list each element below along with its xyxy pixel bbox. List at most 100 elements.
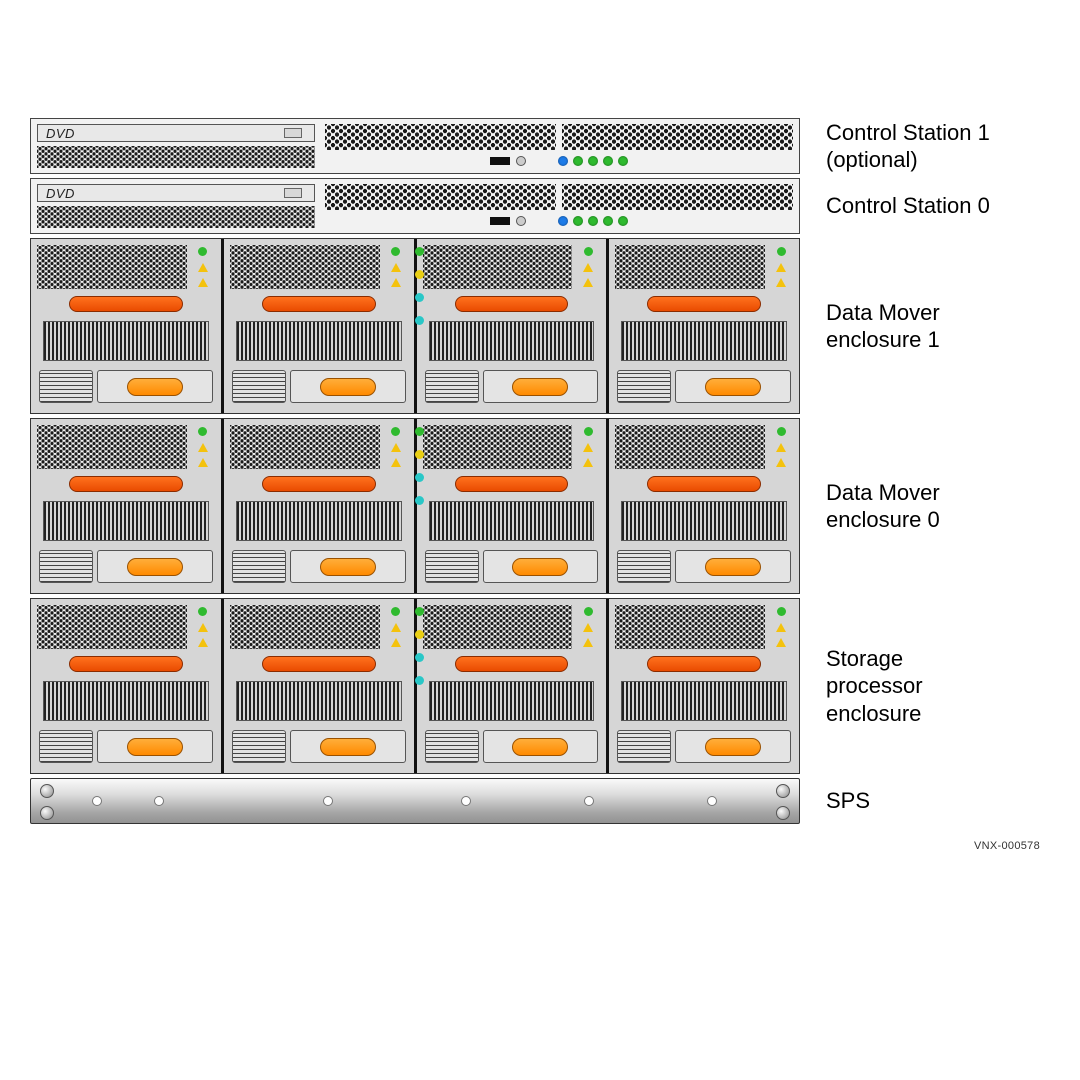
module: [609, 239, 799, 413]
foot-vent: [39, 370, 93, 403]
dvd-label: DVD: [46, 186, 75, 201]
module-indicator-column: [576, 425, 600, 469]
module-indicator-column: [769, 605, 793, 649]
module: [417, 419, 610, 593]
module: [417, 599, 610, 773]
module: [417, 239, 610, 413]
eject-handle: [455, 296, 569, 312]
module-indicator-column: [576, 245, 600, 289]
eject-handle: [262, 656, 376, 672]
mount-hole-icon: [707, 796, 717, 806]
warning-triangle-icon: [583, 638, 593, 647]
vent-icon: [230, 605, 380, 649]
enclosure: [30, 598, 800, 774]
row-cs1: DVD: [30, 118, 1050, 174]
vent-icon: [37, 146, 315, 168]
vent-icon: [37, 605, 187, 649]
foot-handle-block: [675, 730, 791, 763]
foot-vent: [425, 370, 479, 403]
mount-hole-icon: [154, 796, 164, 806]
row-dm1: Data Mover enclosure 1: [30, 238, 1050, 414]
foot-handle-block: [483, 550, 599, 583]
label-spe: Storage processor enclosure: [800, 645, 923, 728]
warning-triangle-icon: [776, 443, 786, 452]
vent-icon: [615, 605, 765, 649]
connector-grill: [43, 321, 209, 361]
connector-grill: [236, 321, 402, 361]
warning-triangle-icon: [198, 443, 208, 452]
center-status-leds: [415, 247, 424, 325]
carry-handle: [705, 378, 761, 396]
vent-icon: [615, 245, 765, 289]
connector-grill: [43, 681, 209, 721]
control-station-0: DVD: [30, 178, 800, 234]
carry-handle: [127, 378, 183, 396]
vent-icon: [230, 245, 380, 289]
foot-vent: [425, 730, 479, 763]
carry-handle: [127, 738, 183, 756]
connector-grill: [621, 681, 787, 721]
foot-vent: [232, 730, 286, 763]
mount-hole-icon: [461, 796, 471, 806]
center-status-leds: [415, 427, 424, 505]
vent-icon: [230, 425, 380, 469]
foot-handle-block: [290, 370, 406, 403]
ports: [490, 156, 526, 166]
foot-handle-block: [97, 370, 213, 403]
screw-icon: [40, 784, 54, 798]
foot-handle-block: [290, 550, 406, 583]
screw-icon: [776, 806, 790, 820]
warning-triangle-icon: [583, 623, 593, 632]
warning-triangle-icon: [198, 263, 208, 272]
carry-handle: [512, 378, 568, 396]
connector-grill: [621, 501, 787, 541]
module-indicator-column: [384, 605, 408, 649]
foot-vent: [425, 550, 479, 583]
module-indicator-column: [191, 425, 215, 469]
foot-vent: [232, 550, 286, 583]
carry-handle: [705, 738, 761, 756]
mount-hole-icon: [92, 796, 102, 806]
foot-handle-block: [675, 550, 791, 583]
module-indicator-column: [191, 605, 215, 649]
eject-handle: [647, 656, 761, 672]
foot-vent: [39, 550, 93, 583]
module: [224, 419, 417, 593]
connector-grill: [429, 501, 595, 541]
connector-grill: [429, 681, 595, 721]
row-dm0: Data Mover enclosure 0: [30, 418, 1050, 594]
label-sps: SPS: [800, 787, 870, 815]
eject-handle: [455, 656, 569, 672]
warning-triangle-icon: [391, 443, 401, 452]
warning-triangle-icon: [776, 638, 786, 647]
connector-grill: [429, 321, 595, 361]
screw-icon: [776, 784, 790, 798]
module: [224, 599, 417, 773]
warning-triangle-icon: [391, 638, 401, 647]
dvd-label: DVD: [46, 126, 75, 141]
carry-handle: [127, 558, 183, 576]
dvd-drive: DVD: [37, 124, 315, 142]
control-station-1: DVD: [30, 118, 800, 174]
vent-icon: [423, 245, 573, 289]
module: [31, 599, 224, 773]
vent-icon: [37, 245, 187, 289]
eject-handle: [69, 656, 183, 672]
warning-triangle-icon: [391, 458, 401, 467]
vent-icon: [562, 184, 793, 210]
vent-icon: [423, 425, 573, 469]
foot-handle-block: [97, 730, 213, 763]
warning-triangle-icon: [583, 443, 593, 452]
row-cs0: DVD: [30, 178, 1050, 234]
label-cs0: Control Station 0: [800, 192, 990, 220]
enclosure: [30, 418, 800, 594]
enclosure: [30, 238, 800, 414]
connector-grill: [236, 501, 402, 541]
rack-diagram: DVD: [30, 118, 1050, 828]
warning-triangle-icon: [198, 458, 208, 467]
label-dm1: Data Mover enclosure 1: [800, 299, 940, 354]
warning-triangle-icon: [583, 263, 593, 272]
connector-grill: [621, 321, 787, 361]
center-status-leds: [415, 607, 424, 685]
carry-handle: [512, 558, 568, 576]
